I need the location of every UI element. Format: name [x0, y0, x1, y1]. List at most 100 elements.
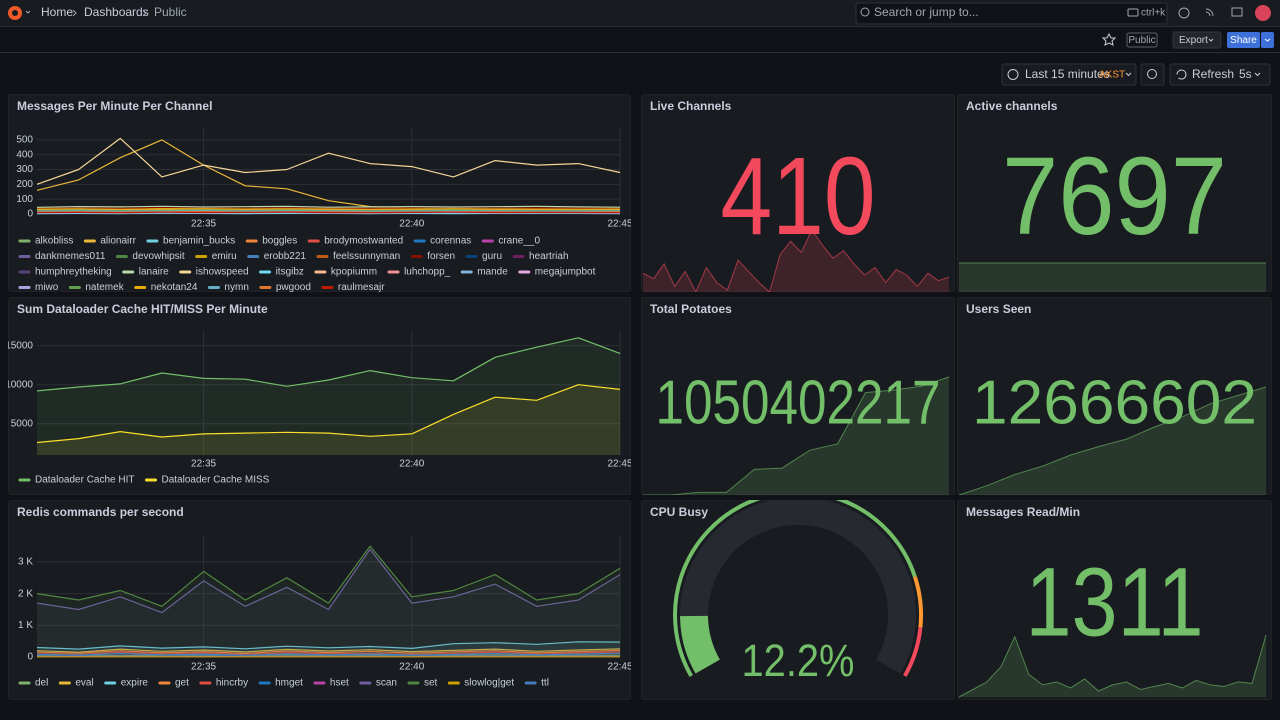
time-picker[interactable]: [1001, 63, 1137, 86]
breadcrumb[interactable]: Dashboards: [84, 5, 149, 19]
legend-label[interactable]: hincrby: [216, 678, 248, 689]
legend-label[interactable]: mande: [477, 267, 508, 278]
x-tick-label: 22:45: [607, 219, 632, 230]
panel-background: [957, 94, 1272, 292]
legend-label[interactable]: slowlog|get: [464, 678, 514, 689]
legend-label[interactable]: eval: [75, 678, 93, 689]
legend-label[interactable]: Dataloader Cache MISS: [162, 475, 270, 486]
legend-label[interactable]: miwo: [35, 282, 59, 293]
help-icon[interactable]: [1178, 7, 1190, 19]
refresh-icon: [1176, 69, 1187, 80]
stat-value: 12666602: [972, 368, 1257, 437]
legend-label[interactable]: brodymostwanted: [324, 236, 403, 247]
legend-label[interactable]: guru: [482, 251, 502, 262]
panel-title: Active channels: [966, 99, 1058, 113]
legend-label[interactable]: hset: [330, 678, 349, 689]
legend-label[interactable]: erobb221: [264, 251, 307, 262]
legend-label[interactable]: itsgibz: [276, 267, 304, 278]
sparkline-area: [643, 377, 949, 495]
legend-label[interactable]: hmget: [275, 678, 303, 689]
legend-label[interactable]: heartriah: [529, 251, 568, 262]
export-button[interactable]: [1172, 31, 1222, 49]
legend-label[interactable]: devowhipsit: [132, 251, 184, 262]
panel: Redis commands per second 0 1 K 2 K 3 K 22:35…: [8, 500, 632, 700]
series-line: [36, 208, 621, 211]
panel-background: [641, 297, 955, 495]
legend-label[interactable]: Dataloader Cache HIT: [35, 475, 135, 486]
legend-label[interactable]: ttl: [541, 678, 549, 689]
panel-background: [957, 297, 1272, 495]
legend-label[interactable]: luhchopp_: [404, 267, 451, 278]
legend-label[interactable]: corennas: [430, 236, 471, 247]
legend-label[interactable]: expire: [121, 678, 149, 689]
search-box[interactable]: [855, 2, 1168, 25]
legend-label[interactable]: kpopiumm: [331, 267, 377, 278]
panel: Users Seen 12666602: [957, 297, 1272, 495]
legend-label[interactable]: pwgood: [276, 282, 311, 293]
legend-label[interactable]: megajumpbot: [535, 267, 596, 278]
legend-label[interactable]: scan: [376, 678, 397, 689]
legend-label[interactable]: del: [35, 678, 48, 689]
search-shortcut: ctrl+k: [1141, 8, 1166, 19]
sparkline: [643, 376, 950, 495]
panel: Sum Dataloader Cache HIT/MISS Per Minute…: [5, 297, 632, 495]
series-line: [36, 545, 621, 607]
x-tick-label: 22:45: [607, 459, 632, 470]
star-icon[interactable]: [1101, 32, 1117, 46]
panel: Total Potatoes 1050402217: [641, 297, 955, 495]
chevron: [1254, 72, 1261, 77]
series-line: [36, 654, 621, 657]
legend-label[interactable]: set: [424, 678, 438, 689]
share-dropdown[interactable]: [1261, 32, 1274, 48]
refresh-interval[interactable]: 5s: [1239, 67, 1252, 81]
legend-label[interactable]: ishowspeed: [196, 267, 249, 278]
x-tick-label: 22:45: [607, 662, 632, 673]
legend-label[interactable]: alionairr: [100, 236, 136, 247]
legend-label[interactable]: crane__0: [498, 236, 540, 247]
x-tick-label: 22:40: [399, 219, 424, 230]
legend-label[interactable]: raulmesajr: [338, 282, 385, 293]
legend-label[interactable]: humphreytheking: [35, 267, 112, 278]
y-tick-label: 500: [16, 135, 33, 146]
legend-label[interactable]: get: [175, 678, 189, 689]
legend-label[interactable]: dankmemes011: [35, 251, 106, 262]
y-tick-label: 300: [16, 164, 33, 175]
legend-label[interactable]: nekotan24: [151, 282, 198, 293]
legend-label[interactable]: benjamin_bucks: [163, 236, 235, 247]
panel-background: [957, 500, 1272, 700]
public-badge-text: Public: [1128, 35, 1155, 46]
legend-label[interactable]: emiru: [212, 251, 237, 262]
share-button[interactable]: [1227, 32, 1260, 48]
legend-label[interactable]: boggles: [262, 236, 297, 247]
y-tick-label: 400: [16, 149, 33, 160]
legend-label[interactable]: natemek: [85, 282, 124, 293]
avatar[interactable]: [1255, 5, 1271, 21]
panel-title: Redis commands per second: [17, 505, 184, 519]
breadcrumb[interactable]: Home: [41, 5, 73, 19]
news-icon[interactable]: [1205, 8, 1214, 17]
x-tick-label: 22:35: [191, 459, 216, 470]
panel-title: Messages Read/Min: [966, 505, 1080, 519]
legend-label[interactable]: lanaire: [139, 267, 169, 278]
y-tick-label: 10000: [5, 379, 33, 390]
breadcrumb-separator: [72, 9, 77, 17]
zoom-out-button[interactable]: [1140, 63, 1165, 86]
legend-label[interactable]: forsen: [427, 251, 455, 262]
series-line: [36, 337, 621, 392]
refresh-button[interactable]: [1169, 63, 1271, 86]
breadcrumb-current: Public: [154, 5, 187, 19]
panel-title: Live Channels: [650, 99, 732, 113]
legend-label[interactable]: alkobliss: [35, 236, 73, 247]
kiosk-icon[interactable]: [1231, 7, 1243, 17]
keyboard-icon: [1127, 8, 1139, 17]
x-tick-label: 22:40: [399, 662, 424, 673]
legend-label[interactable]: feelssunnyman: [333, 251, 400, 262]
x-tick-label: 22:35: [191, 219, 216, 230]
y-tick-label: 100: [16, 194, 33, 205]
logo-chevron: [25, 10, 31, 14]
threshold-band: [673, 500, 917, 677]
chevron: [1208, 38, 1214, 42]
legend-label[interactable]: nymn: [224, 282, 248, 293]
x-tick-label: 22:35: [191, 662, 216, 673]
share-label: Share: [1230, 35, 1257, 46]
